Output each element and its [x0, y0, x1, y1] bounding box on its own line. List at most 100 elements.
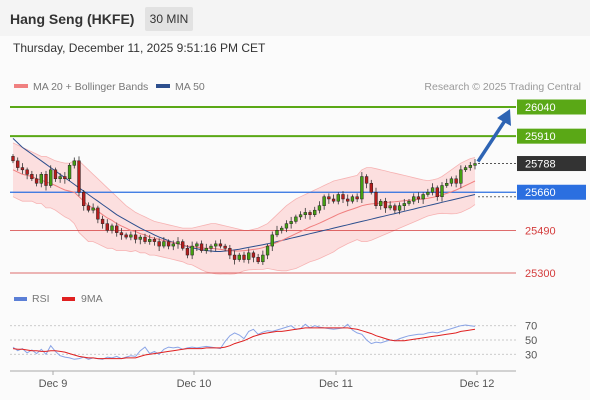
bollinger-band-fill: [13, 142, 475, 275]
candle-body: [204, 248, 208, 251]
candle: [44, 170, 48, 191]
candle-body: [440, 185, 444, 197]
candle-body: [270, 234, 274, 247]
candle-body: [39, 174, 43, 184]
candle-body: [265, 245, 270, 256]
candle-body: [294, 216, 298, 222]
candle: [331, 194, 336, 204]
rsi-tick-label: 50: [525, 335, 537, 347]
candle-body: [364, 176, 369, 184]
candle: [105, 219, 109, 233]
candle-body: [275, 230, 279, 236]
candle: [34, 174, 39, 187]
candle-body: [346, 198, 350, 202]
candle-body: [369, 183, 373, 193]
candle-body: [374, 191, 378, 206]
candle-body: [124, 234, 128, 238]
candle: [336, 192, 340, 205]
candle-body: [11, 156, 15, 162]
candle: [25, 167, 29, 180]
instrument-title: Hang Seng (HKFE): [10, 11, 135, 27]
candle-body: [407, 200, 411, 204]
candle-body: [162, 241, 166, 247]
candle-body: [171, 243, 175, 247]
candle-body: [261, 254, 265, 263]
candle: [58, 173, 62, 183]
candle: [303, 207, 307, 219]
candle: [426, 188, 430, 197]
candle-body: [289, 221, 293, 224]
candle: [412, 193, 416, 205]
candle: [190, 241, 194, 260]
candle-body: [152, 239, 157, 242]
timeframe-badge[interactable]: 30 MIN: [145, 7, 193, 31]
candle: [435, 185, 439, 201]
rsi-legend-swatch: [14, 297, 27, 301]
candle-body: [412, 196, 416, 202]
candle: [294, 214, 298, 224]
candle: [133, 230, 138, 244]
candle: [421, 192, 425, 204]
candle: [100, 215, 105, 229]
candle: [162, 237, 166, 249]
candle-body: [133, 234, 138, 240]
rsi-tick-label: 70: [525, 321, 537, 333]
candle-body: [341, 194, 345, 200]
candle: [96, 205, 100, 224]
candle-body: [284, 223, 289, 229]
candle: [72, 157, 76, 169]
candle-body: [96, 207, 100, 220]
candle: [166, 239, 171, 250]
ma9-legend-label: 9MA: [81, 293, 103, 305]
candle: [148, 234, 152, 245]
candle: [289, 216, 293, 229]
candle-body: [16, 160, 20, 168]
candle: [440, 182, 444, 202]
candle: [341, 191, 345, 204]
candle-body: [473, 163, 477, 166]
rsi-ma9-line: [12, 327, 476, 360]
candle-body: [190, 245, 194, 256]
candle-body: [256, 257, 260, 263]
candle-body: [459, 169, 463, 184]
candle-body: [355, 196, 359, 200]
candle-body: [445, 183, 449, 186]
candle: [185, 244, 190, 259]
candle: [265, 243, 270, 260]
candle: [171, 240, 175, 251]
candle-body: [129, 234, 133, 238]
candle-body: [148, 239, 152, 242]
candle-body: [223, 245, 227, 249]
candle: [468, 161, 472, 171]
rsi-tick-label: 30: [525, 349, 537, 361]
candle: [199, 240, 204, 253]
candle: [110, 223, 114, 234]
candle: [91, 203, 95, 214]
candle-body: [166, 241, 171, 247]
ma50-legend-swatch: [156, 84, 170, 88]
candle-body: [247, 252, 251, 260]
candle: [270, 231, 274, 252]
candle-body: [82, 191, 86, 206]
forecast-arrow-shaft: [476, 118, 508, 163]
candle-body: [157, 241, 161, 247]
candle-body: [360, 176, 364, 200]
candle-body: [34, 178, 39, 184]
ma50-line: [12, 138, 476, 252]
candle: [237, 252, 241, 262]
candle: [261, 250, 265, 265]
candle-body: [77, 160, 81, 193]
rsi-line: [12, 323, 476, 360]
candle: [355, 193, 359, 203]
candle-body: [280, 227, 284, 231]
candle-body: [228, 248, 232, 256]
candle-body: [100, 218, 105, 224]
candle: [360, 172, 364, 204]
candle: [181, 239, 185, 251]
candle-body: [242, 254, 246, 260]
candle-body: [20, 167, 25, 171]
candle: [115, 222, 119, 237]
candle-body: [379, 200, 383, 206]
ma9-legend-swatch: [62, 297, 75, 301]
